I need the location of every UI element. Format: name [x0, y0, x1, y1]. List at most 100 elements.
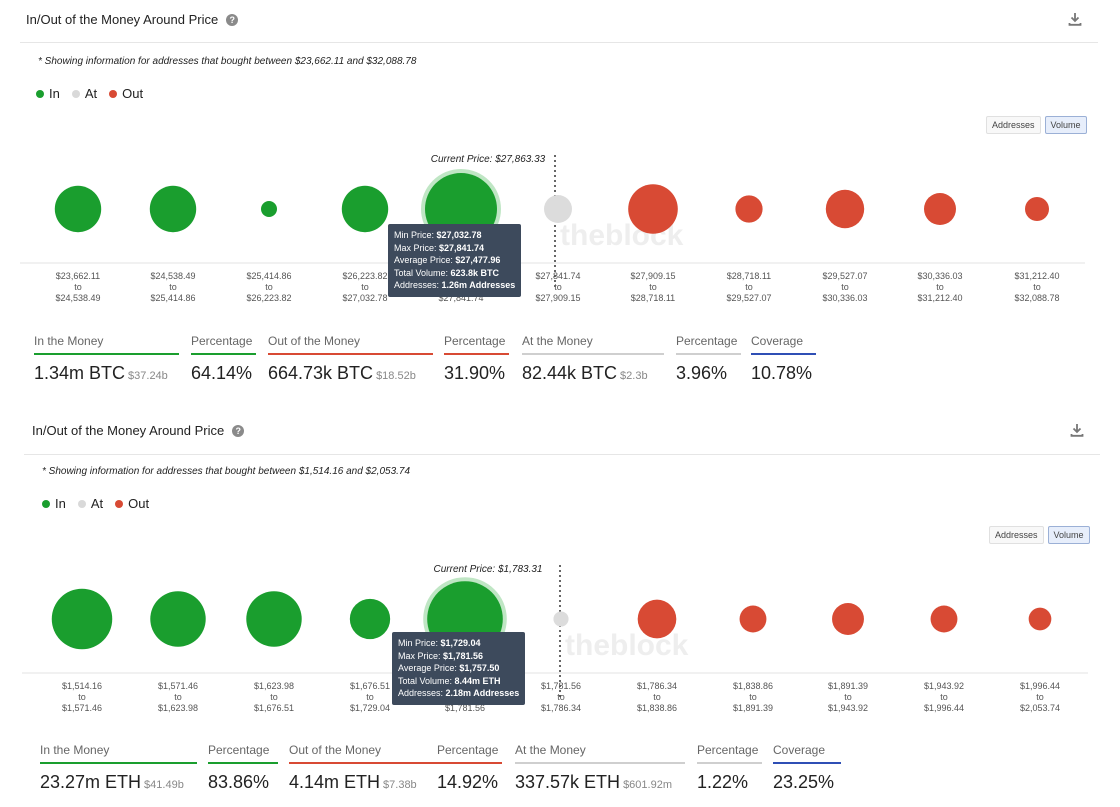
- stat-value: 23.25%: [773, 772, 841, 793]
- bubble-out[interactable]: [735, 195, 763, 223]
- bucket-from-label: $29,527.07: [822, 271, 867, 281]
- bucket-to-word: to: [554, 282, 562, 292]
- bucket-to-word: to: [749, 692, 757, 702]
- legend-item-in[interactable]: In: [42, 496, 66, 511]
- legend-in-label: In: [49, 86, 60, 101]
- stat-value: 82.44k BTC $2.3b: [522, 363, 664, 384]
- bucket-tooltip: Min Price: $1,729.04 Max Price: $1,781.56…: [392, 632, 526, 705]
- tooltip-value: $1,781.56: [443, 650, 484, 661]
- bucket-to-label: $2,053.74: [1020, 703, 1060, 713]
- tooltip-key: Addresses:: [398, 688, 446, 698]
- bubble-out[interactable]: [832, 603, 864, 635]
- stat-value: 337.57k ETH $601.92m: [515, 772, 685, 793]
- bubble-in[interactable]: [349, 598, 391, 640]
- stat-block: At the Money 337.57k ETH $601.92m: [515, 743, 685, 793]
- bucket-to-label: $27,909.15: [535, 293, 580, 303]
- legend-in-swatch: [36, 89, 44, 98]
- bubble-in[interactable]: [149, 185, 197, 233]
- stats-row-btc: In the Money 1.34m BTC $37.24b Percentage 64…: [34, 334, 834, 394]
- legend-item-out[interactable]: Out: [109, 86, 143, 101]
- bubble-at[interactable]: [544, 195, 572, 223]
- bucket-to-word: to: [841, 282, 849, 292]
- stat-value: 83.86%: [208, 772, 278, 793]
- tooltip-row: Max Price: $1,781.56: [398, 650, 519, 663]
- stat-value-text: 4.14m ETH: [289, 772, 381, 792]
- bubble-in[interactable]: [341, 185, 389, 233]
- bubble-chart-eth: theblock Current Price: $1,783.31 $1,514.1…: [22, 564, 1088, 713]
- stat-label: Percentage: [437, 743, 499, 757]
- legend-out-label: Out: [122, 86, 144, 101]
- stat-underline: [34, 353, 179, 355]
- bubble-out[interactable]: [1028, 607, 1052, 631]
- bubble-out[interactable]: [924, 193, 956, 225]
- bucket-to-word: to: [557, 692, 565, 702]
- download-icon[interactable]: [1067, 11, 1083, 27]
- bucket-from-label: $1,514.16: [62, 681, 102, 691]
- bubble-in[interactable]: [51, 588, 113, 650]
- download-icon[interactable]: [1069, 422, 1085, 438]
- tooltip-key: Average Price:: [398, 663, 460, 673]
- bubble-out[interactable]: [930, 605, 958, 633]
- volume-button[interactable]: Volume: [1044, 116, 1087, 134]
- stat-value: 14.92%: [437, 772, 502, 793]
- bucket-from-label: $23,662.11: [56, 271, 100, 281]
- bucket-to-word: to: [174, 692, 182, 702]
- addresses-button[interactable]: Addresses: [989, 526, 1044, 544]
- stat-underline: [751, 353, 816, 355]
- legend-out-swatch: [109, 89, 118, 98]
- panel-btc: In/Out of the Money Around Price ? * Sho…: [0, 0, 1120, 400]
- legend-item-at[interactable]: At: [77, 496, 103, 511]
- bubble-in[interactable]: [150, 591, 206, 647]
- bucket-from-label: $1,571.46: [158, 681, 198, 691]
- bucket-from-label: $25,414.86: [246, 271, 291, 281]
- legend-in-label: In: [55, 496, 66, 511]
- legend-item-in[interactable]: In: [36, 86, 60, 101]
- stat-underline: [191, 353, 256, 355]
- help-icon[interactable]: ?: [226, 13, 239, 26]
- stat-block: Percentage 1.22%: [697, 743, 762, 793]
- bubble-in[interactable]: [246, 591, 302, 647]
- bubble-out[interactable]: [825, 189, 865, 229]
- bubble-in[interactable]: [54, 185, 102, 233]
- bucket-to-label: $31,212.40: [917, 293, 962, 303]
- stats-row-eth: In the Money 23.27m ETH $41.49b Percentage 8…: [40, 743, 841, 803]
- bubble-at[interactable]: [553, 611, 569, 627]
- stat-value-text: 31.90%: [444, 363, 506, 383]
- stat-block: Out of the Money 664.73k BTC $18.52b: [268, 334, 433, 384]
- bucket-from-label: $1,623.98: [254, 681, 294, 691]
- stat-value: 23.27m ETH $41.49b: [40, 772, 197, 793]
- bucket-to-word: to: [366, 692, 374, 702]
- stat-usd-value: $41.49b: [144, 779, 184, 791]
- bucket-from-label: $30,336.03: [917, 271, 962, 281]
- bucket-to-label: $1,729.04: [350, 703, 390, 713]
- volume-button[interactable]: Volume: [1047, 526, 1090, 544]
- tooltip-row: Max Price: $27,841.74: [394, 242, 515, 255]
- legend-item-out[interactable]: Out: [115, 496, 149, 511]
- bubble-out[interactable]: [637, 599, 677, 639]
- bubble-in[interactable]: [261, 201, 277, 217]
- bucket-to-label: $25,414.86: [150, 293, 195, 303]
- stat-underline: [522, 353, 664, 355]
- stat-value-text: 3.96%: [676, 363, 728, 383]
- bucket-to-label: $1,996.44: [924, 703, 964, 713]
- bubble-out[interactable]: [739, 605, 767, 633]
- bucket-from-label: $1,891.39: [828, 681, 868, 691]
- stat-block: Coverage 23.25%: [773, 743, 841, 793]
- bucket-to-word: to: [649, 282, 657, 292]
- bucket-to-label: $1,571.46: [62, 703, 102, 713]
- tooltip-key: Total Volume:: [398, 675, 455, 686]
- legend-item-at[interactable]: At: [71, 86, 97, 101]
- tooltip-key: Min Price:: [398, 638, 441, 648]
- bubble-out[interactable]: [1025, 197, 1049, 221]
- bubble-out[interactable]: [628, 184, 678, 234]
- help-icon[interactable]: ?: [232, 424, 245, 437]
- bucket-to-word: to: [1036, 692, 1044, 702]
- stat-label: Out of the Money: [289, 743, 382, 757]
- stat-value: 10.78%: [751, 363, 816, 384]
- stat-value: 31.90%: [444, 363, 509, 384]
- tooltip-row: Addresses: 1.26m Addresses: [394, 279, 515, 292]
- tooltip-value: $1,729.04: [440, 638, 481, 648]
- addresses-button[interactable]: Addresses: [986, 116, 1041, 134]
- bucket-to-word: to: [745, 282, 753, 292]
